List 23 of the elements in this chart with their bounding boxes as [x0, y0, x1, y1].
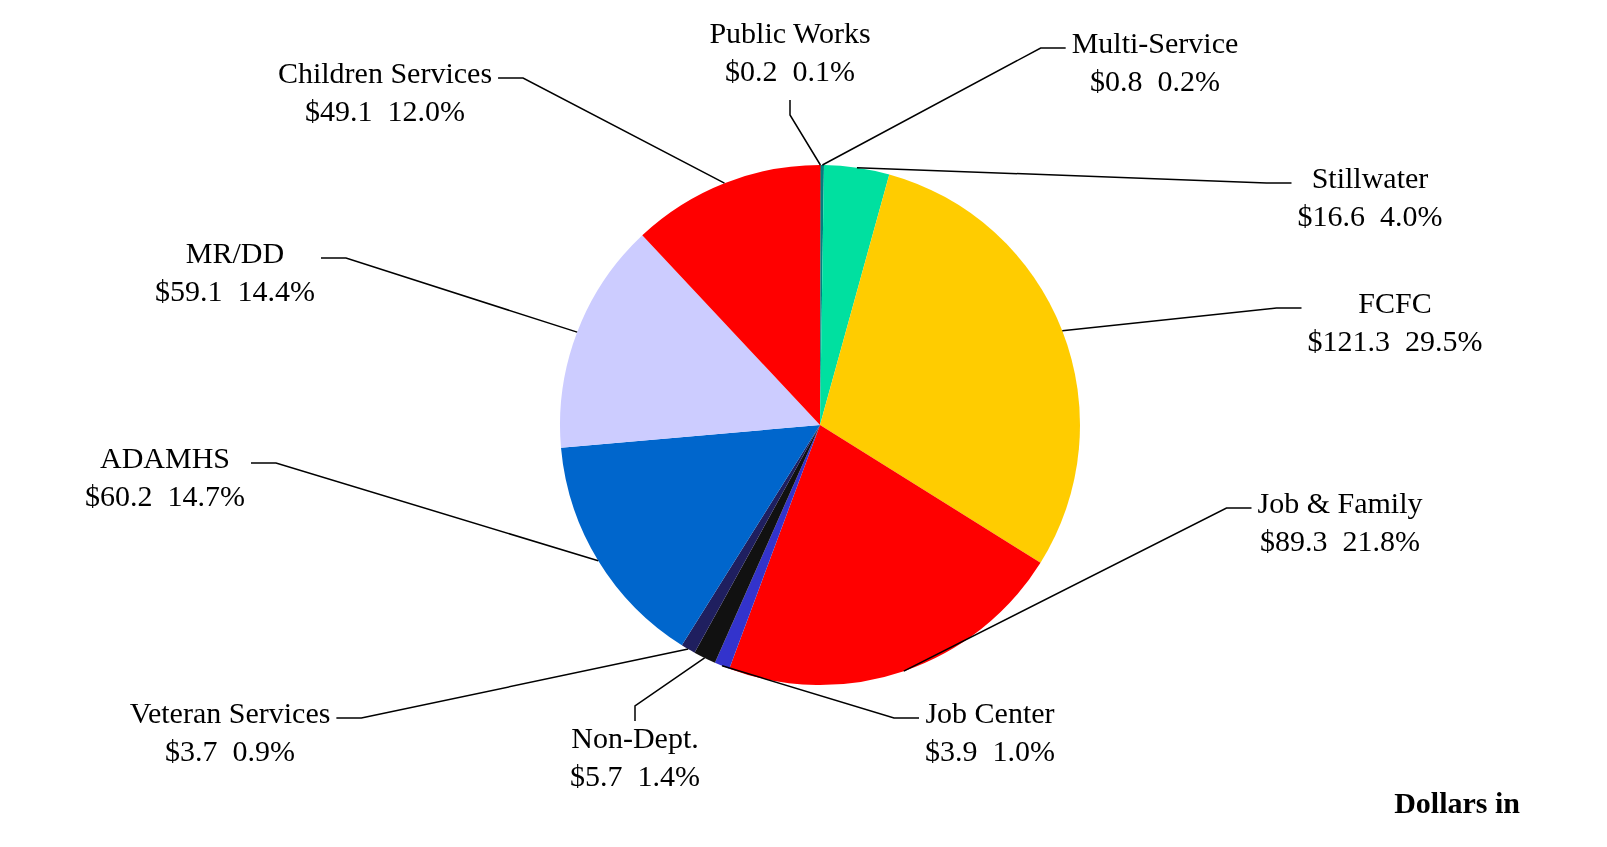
slice-label: Multi-Service: [1071, 25, 1239, 59]
slice-label: ADAMHS: [99, 440, 231, 474]
data-label: $3.9 1.0%: [925, 733, 1055, 767]
slice-label: MR/DD: [185, 235, 285, 269]
slice-label: Children Services: [277, 55, 493, 89]
slice-label: Stillwater: [1311, 160, 1429, 194]
slice-label: Non-Dept.: [571, 720, 699, 754]
data-label: $89.3 21.8%: [1260, 523, 1420, 557]
slice-label: Veteran Services: [129, 695, 331, 729]
slice-label: Job & Family: [1257, 485, 1423, 519]
data-label: $59.1 14.4%: [155, 273, 315, 307]
slice-label: FCFC: [1358, 285, 1432, 319]
text: Dollars in: [1394, 785, 1521, 819]
data-label: $49.1 12.0%: [305, 93, 465, 127]
slice-label: Public Works: [709, 15, 871, 49]
data-label: $5.7 1.4%: [570, 758, 700, 792]
data-label: $0.2 0.1%: [725, 53, 855, 87]
data-label: $16.6 4.0%: [1297, 198, 1443, 232]
slice-label: Job Center: [925, 695, 1055, 729]
data-label: $0.8 0.2%: [1090, 63, 1220, 97]
data-label: $121.3 29.5%: [1307, 323, 1483, 357]
data-label: $3.7 0.9%: [165, 733, 295, 767]
data-label: $60.2 14.7%: [85, 478, 245, 512]
